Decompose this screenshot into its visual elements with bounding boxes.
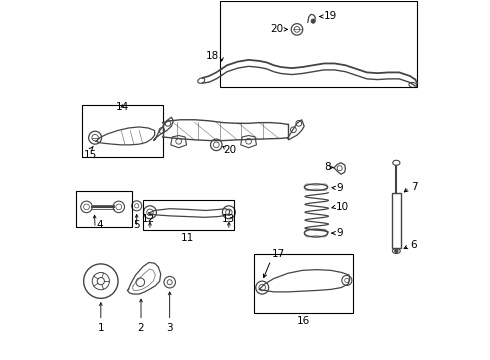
Bar <box>220 1 417 87</box>
Text: 18: 18 <box>206 50 219 60</box>
Text: 8: 8 <box>324 162 331 172</box>
Text: 12: 12 <box>142 214 155 224</box>
Text: 5: 5 <box>133 220 140 230</box>
Text: 16: 16 <box>296 316 310 325</box>
Text: 7: 7 <box>411 182 417 192</box>
Bar <box>254 253 353 313</box>
Circle shape <box>311 19 315 23</box>
Bar <box>82 105 163 157</box>
Text: 10: 10 <box>336 202 349 212</box>
Text: 9: 9 <box>336 183 343 193</box>
Text: 9: 9 <box>336 228 343 238</box>
Text: 2: 2 <box>138 323 145 333</box>
Bar <box>143 200 234 230</box>
Text: 6: 6 <box>411 240 417 250</box>
Text: 20: 20 <box>223 144 237 154</box>
Bar <box>76 191 132 226</box>
Text: 20: 20 <box>270 24 283 35</box>
Text: 14: 14 <box>116 102 129 112</box>
Text: 19: 19 <box>324 12 337 22</box>
Bar <box>392 193 401 248</box>
Text: 1: 1 <box>98 323 104 333</box>
Text: 4: 4 <box>97 220 103 230</box>
Text: 15: 15 <box>84 150 98 160</box>
Text: 11: 11 <box>181 233 194 243</box>
Circle shape <box>394 249 398 253</box>
Text: 17: 17 <box>271 249 285 259</box>
Text: 3: 3 <box>167 323 173 333</box>
Text: 13: 13 <box>222 214 236 224</box>
